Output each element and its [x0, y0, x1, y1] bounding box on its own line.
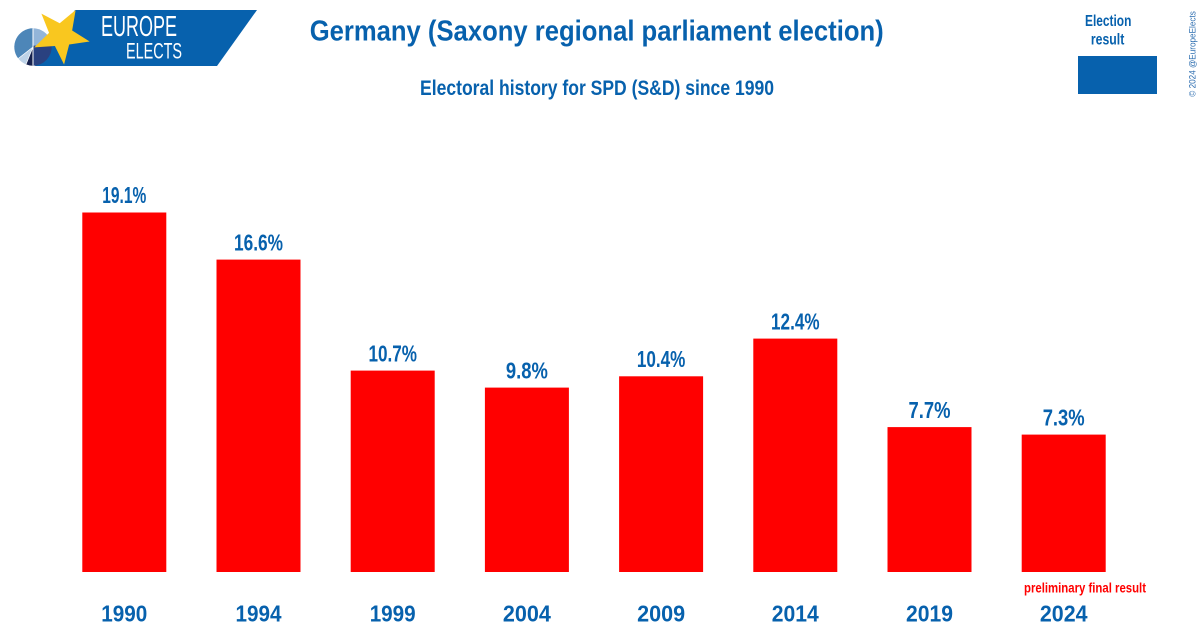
svg-text:10.7%: 10.7% — [368, 340, 417, 366]
svg-text:16.6%: 16.6% — [234, 229, 283, 255]
svg-text:2024: 2024 — [1040, 600, 1088, 626]
svg-text:2004: 2004 — [503, 600, 551, 626]
svg-text:1990: 1990 — [101, 600, 147, 626]
svg-text:2019: 2019 — [906, 600, 953, 626]
svg-text:ELECTS: ELECTS — [126, 39, 182, 64]
svg-text:1994: 1994 — [236, 600, 282, 626]
svg-text:Election: Election — [1085, 13, 1131, 30]
svg-text:EUROPE: EUROPE — [101, 11, 177, 43]
svg-text:19.1%: 19.1% — [102, 182, 146, 208]
svg-text:7.7%: 7.7% — [909, 397, 951, 423]
svg-text:12.4%: 12.4% — [771, 308, 820, 334]
svg-text:1999: 1999 — [370, 600, 416, 626]
svg-text:2014: 2014 — [772, 600, 819, 626]
svg-text:10.4%: 10.4% — [637, 346, 686, 372]
svg-text:result: result — [1091, 32, 1124, 49]
svg-text:Germany (Saxony regional parli: Germany (Saxony regional parliament elec… — [310, 15, 884, 47]
svg-text:2009: 2009 — [637, 600, 685, 626]
svg-text:9.8%: 9.8% — [506, 357, 548, 383]
svg-text:Electoral history for SPD (S&D: Electoral history for SPD (S&D) since 19… — [420, 76, 774, 100]
svg-text:7.3%: 7.3% — [1043, 404, 1085, 430]
svg-text:preliminary final result: preliminary final result — [1024, 580, 1146, 596]
svg-text:© 2024 @EuropeElects: © 2024 @EuropeElects — [1187, 11, 1198, 97]
